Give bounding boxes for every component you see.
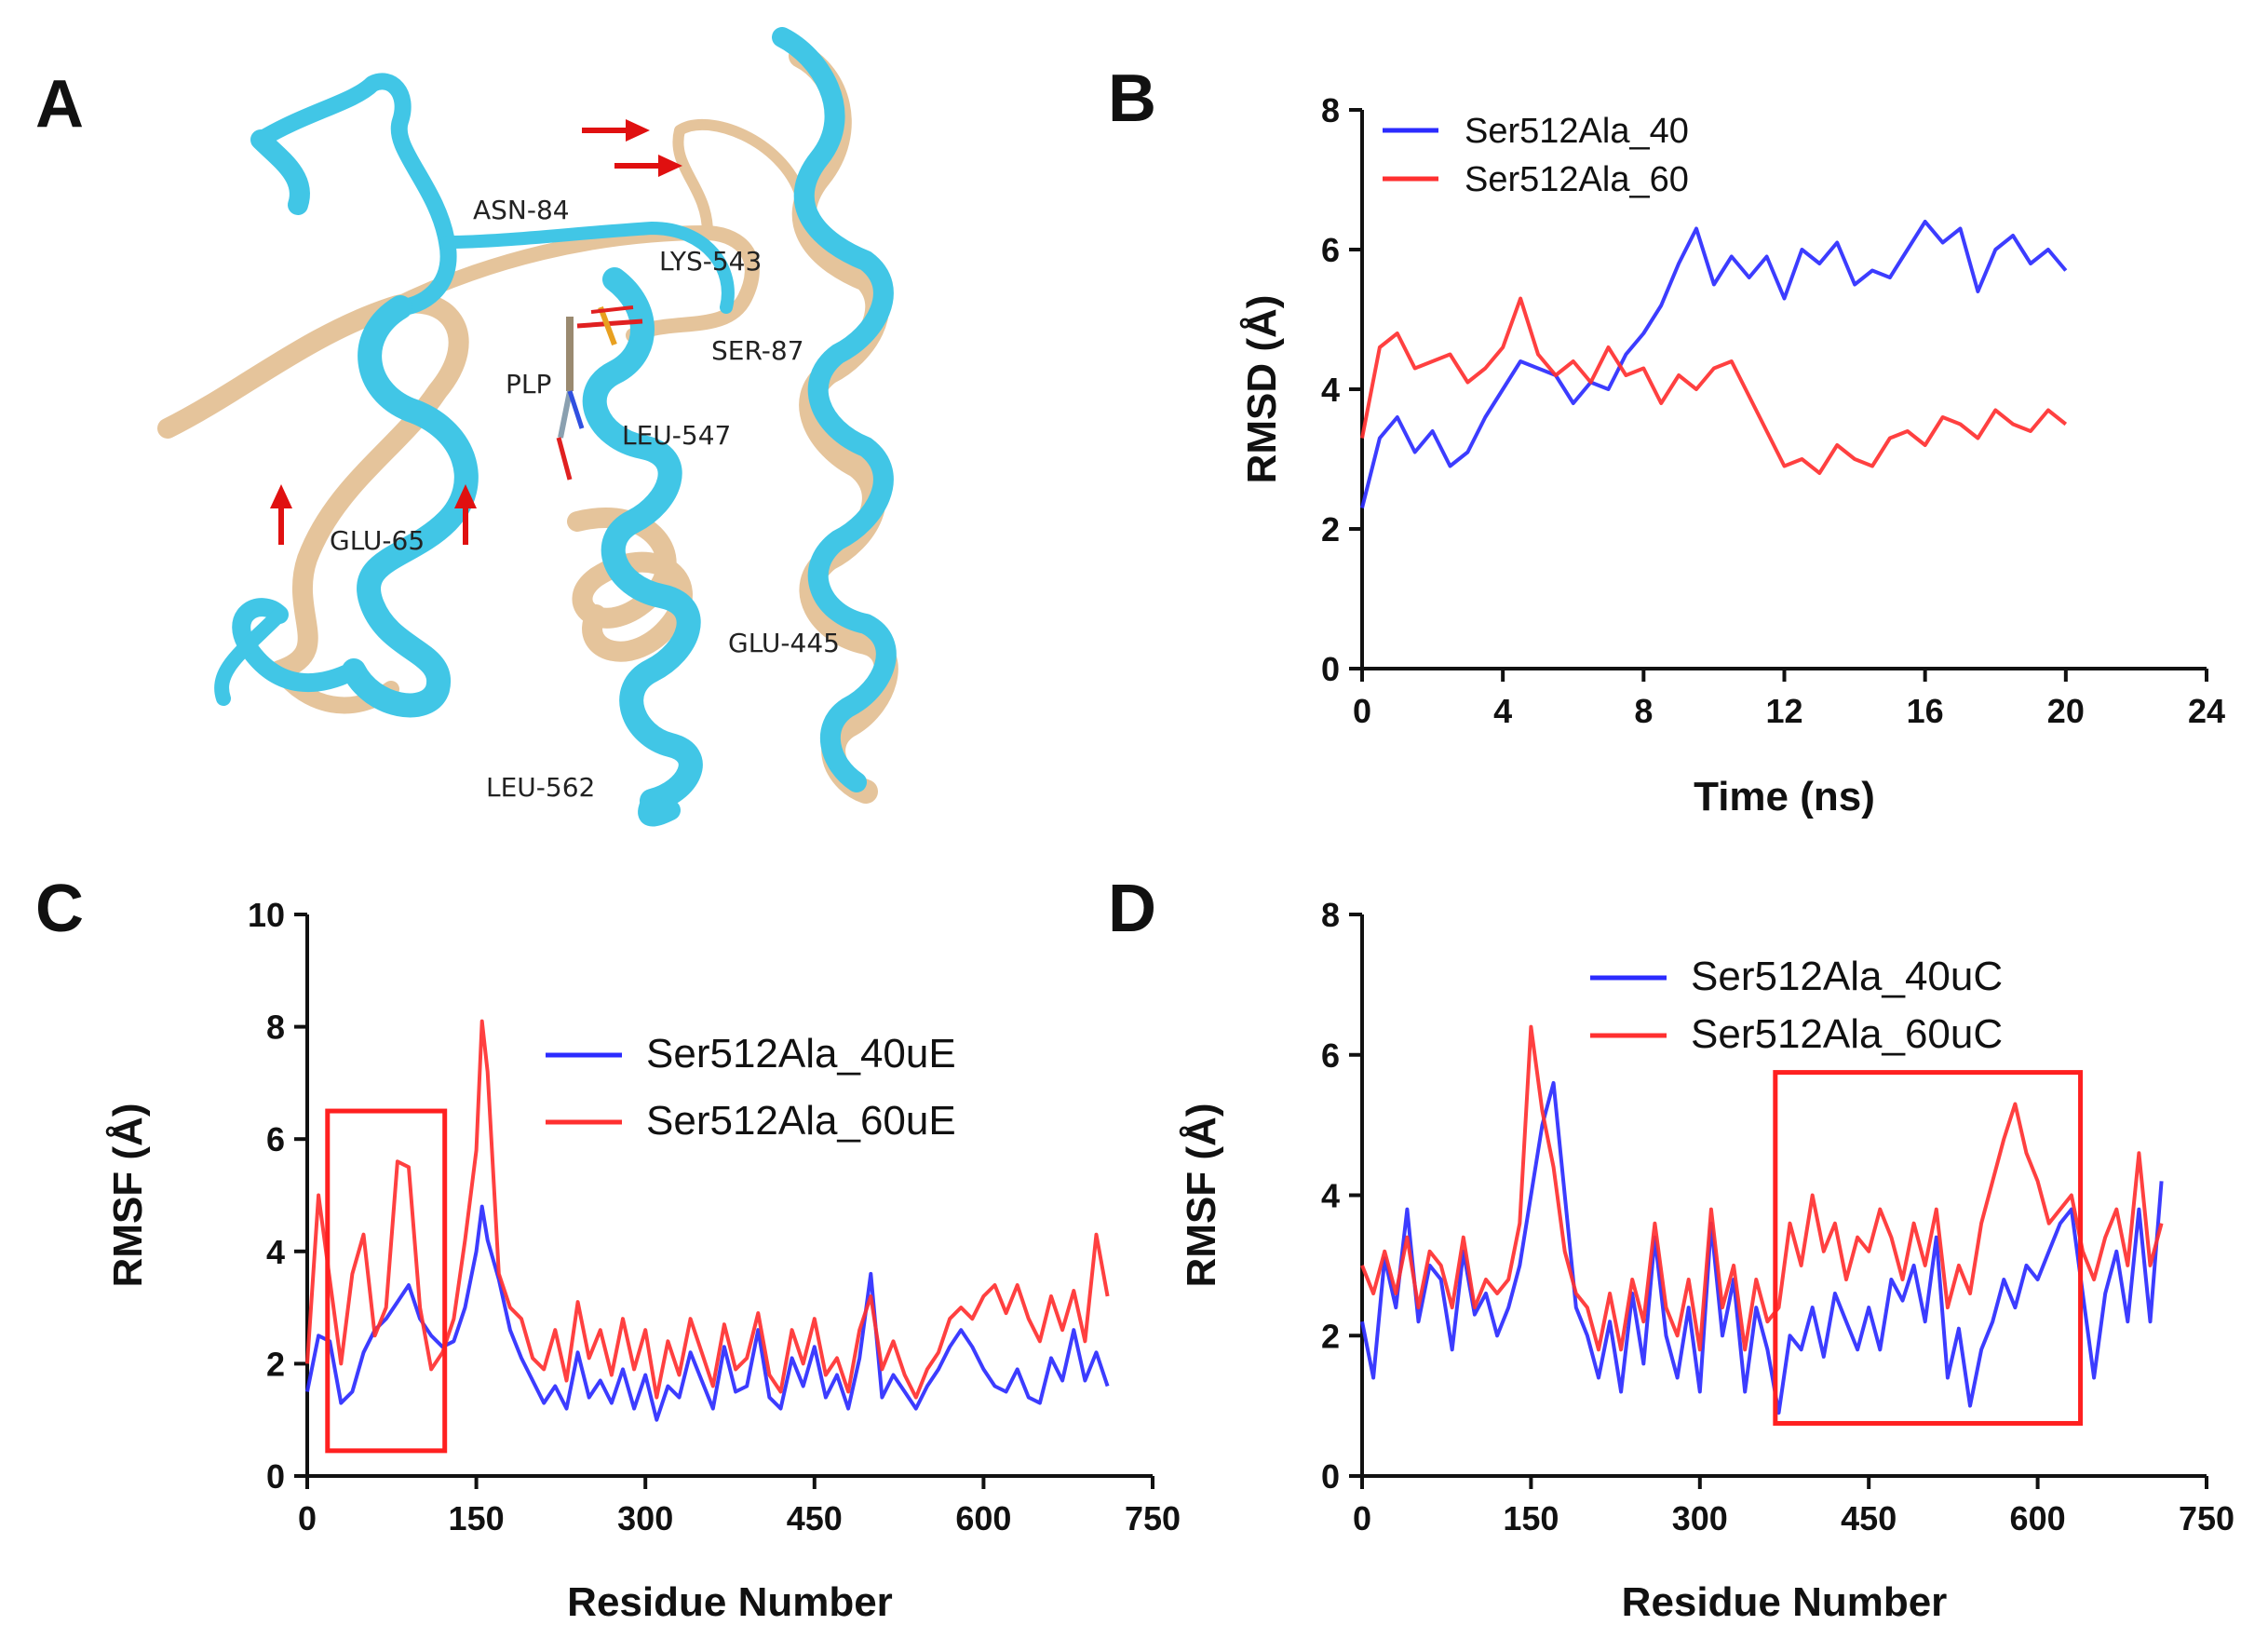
residue-label: SER-87 — [711, 335, 804, 366]
x-tick-label: 150 — [1503, 1499, 1559, 1537]
highlight-box — [325, 1108, 448, 1454]
residue-label: LYS-543 — [659, 246, 762, 277]
residue-label: GLU-65 — [330, 525, 425, 556]
y-tick-label: 6 — [1321, 1036, 1340, 1075]
x-tick-label: 8 — [1634, 692, 1653, 730]
x-axis-title: Time (ns) — [1694, 774, 1875, 819]
x-tick-label: 600 — [2010, 1499, 2066, 1537]
panel-c: C 0 2 4 6 8 10 0 150 300 450 600 750 Residue Number R… — [35, 872, 1181, 1625]
x-tick-label: 150 — [449, 1499, 505, 1537]
panel-letter-d: D — [1108, 872, 1156, 946]
arrow-icon-2 — [614, 155, 682, 177]
y-tick-label: 6 — [1321, 231, 1340, 269]
x-tick-label: 0 — [1353, 692, 1371, 730]
residue-labels: ASN-84 LYS-543 SER-87 PLP LEU-547 GLU-65… — [330, 195, 840, 803]
y-tick-label: 8 — [1321, 896, 1340, 934]
x-tick-label: 12 — [1765, 692, 1802, 730]
motion-arrows — [270, 119, 682, 545]
residue-label: PLP — [506, 369, 551, 399]
x-tick-label: 0 — [1353, 1499, 1371, 1537]
y-tick-label: 2 — [266, 1345, 285, 1383]
legend-label: Ser512Ala_40uC — [1691, 954, 2003, 999]
residue-label: ASN-84 — [473, 195, 570, 225]
y-tick-label: 0 — [1321, 1457, 1340, 1496]
rmsf-chart-d: 0 2 4 6 8 0 150 300 450 600 750 Residue Number RMSF … — [1179, 896, 2234, 1625]
series-line — [305, 1019, 1110, 1400]
residue-label: LEU-562 — [486, 772, 595, 803]
x-tick-label: 0 — [298, 1499, 317, 1537]
y-tick-label: 6 — [266, 1120, 285, 1158]
y-tick-label: 10 — [248, 896, 285, 934]
x-tick-label: 750 — [2179, 1499, 2234, 1537]
y-axis-title: RMSF (Å) — [105, 1104, 151, 1288]
x-tick-label: 4 — [1493, 692, 1512, 730]
legend-label: Ser512Ala_40uE — [646, 1031, 956, 1077]
x-tick-label: 20 — [2047, 692, 2085, 730]
series-line — [1360, 220, 2068, 508]
arrow-icon-3 — [270, 484, 292, 545]
residue-label: GLU-445 — [728, 628, 840, 658]
x-axis-title: Residue Number — [567, 1579, 893, 1625]
x-tick-label: 300 — [1672, 1499, 1728, 1537]
series-line — [305, 1204, 1110, 1422]
y-tick-label: 8 — [1321, 91, 1340, 129]
panel-letter-a: A — [35, 67, 84, 142]
series-line — [1360, 1024, 2164, 1352]
x-tick-label: 24 — [2188, 692, 2225, 730]
plp-ligand — [556, 305, 643, 481]
arrow-icon-1 — [582, 119, 650, 142]
arrow-icon-4 — [454, 484, 477, 545]
panel-letter-c: C — [35, 872, 84, 946]
y-tick-label: 2 — [1321, 1317, 1340, 1355]
highlight-box — [1773, 1070, 2084, 1426]
y-tick-label: 4 — [1321, 371, 1340, 409]
y-tick-label: 4 — [1321, 1177, 1340, 1215]
legend-label: Ser512Ala_40 — [1465, 112, 1689, 151]
y-tick-label: 0 — [266, 1457, 285, 1496]
y-tick-label: 4 — [266, 1233, 285, 1271]
x-tick-label: 300 — [617, 1499, 673, 1537]
panel-a: A — [35, 27, 898, 827]
series-line — [1360, 1080, 2164, 1415]
x-tick-label: 750 — [1125, 1499, 1181, 1537]
y-tick-label: 0 — [1321, 650, 1340, 688]
legend-label: Ser512Ala_60uE — [646, 1098, 956, 1144]
residue-label: LEU-547 — [622, 420, 731, 451]
y-tick-label: 2 — [1321, 510, 1340, 548]
x-tick-label: 600 — [955, 1499, 1011, 1537]
legend-label: Ser512Ala_60 — [1465, 160, 1689, 199]
y-axis-title: RMSF (Å) — [1179, 1104, 1224, 1288]
panel-d: D 0 2 4 6 8 0 150 300 450 600 750 Residue Number RMS… — [1108, 872, 2234, 1625]
protein-structure-image — [157, 27, 898, 827]
rmsf-chart-c: 0 2 4 6 8 10 0 150 300 450 600 750 Residue Number RMS… — [105, 896, 1181, 1625]
y-axis-title: RMSD (Å) — [1239, 295, 1285, 484]
x-tick-label: 16 — [1907, 692, 1944, 730]
legend-label: Ser512Ala_60uC — [1691, 1011, 2003, 1057]
x-axis-title: Residue Number — [1622, 1579, 1948, 1625]
series-line — [1360, 296, 2068, 475]
panel-letter-b: B — [1108, 61, 1156, 136]
x-tick-label: 450 — [787, 1499, 843, 1537]
x-tick-label: 450 — [1841, 1499, 1897, 1537]
y-tick-label: 8 — [266, 1009, 285, 1047]
